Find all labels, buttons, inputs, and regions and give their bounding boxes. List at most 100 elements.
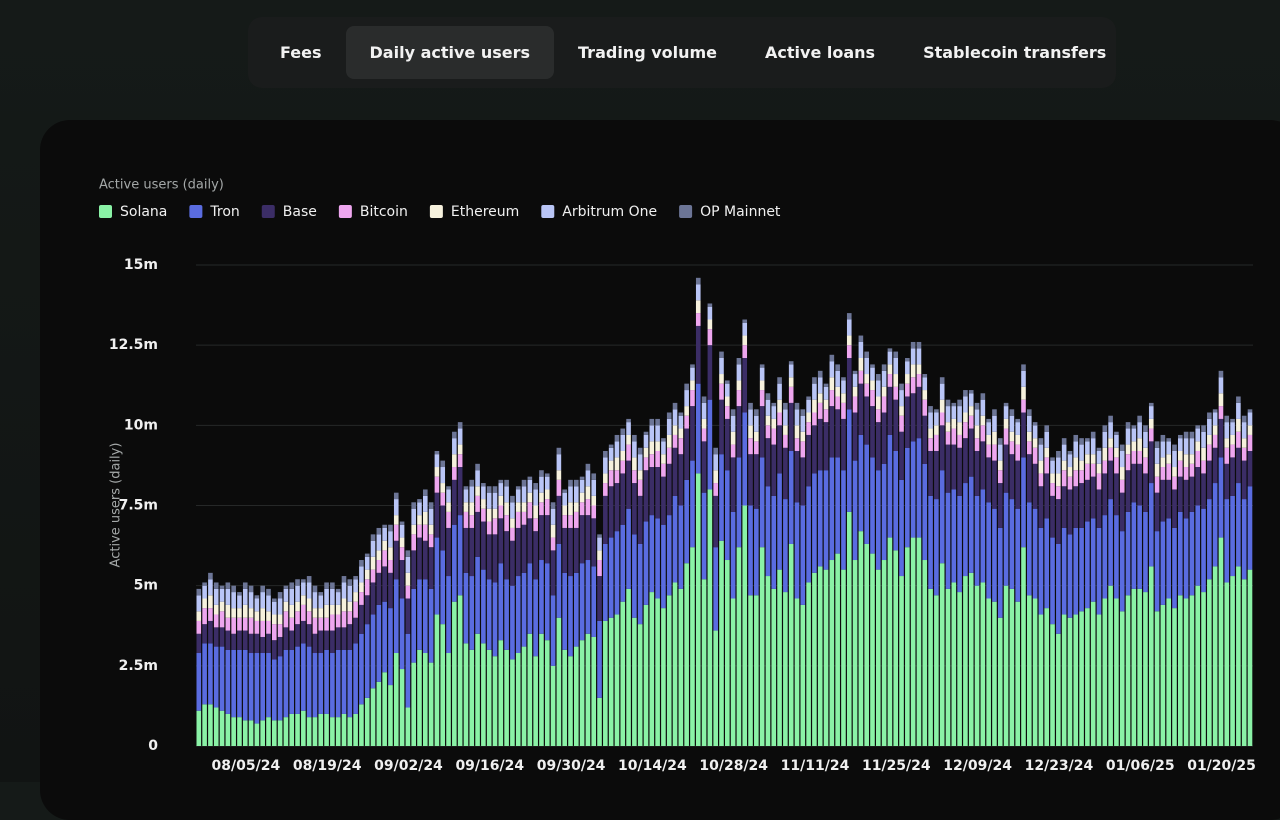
bar-segment [1033,422,1038,425]
bar-segment [1161,441,1166,457]
bar-segment [655,425,660,441]
bar-segment [487,534,492,579]
y-tick-label: 0 [148,738,158,754]
bar-segment [423,653,428,746]
bar-segment [324,631,329,650]
bar-segment [679,438,684,454]
bar-segment [522,480,527,486]
bar-segment [481,522,486,570]
bar-segment [272,615,277,625]
bar-segment [597,550,602,560]
bar-segment [574,647,579,746]
bar-segment [696,278,701,284]
bar-segment [963,422,968,438]
bar-segment [742,345,747,358]
bar-segment [278,720,283,746]
y-tick-label: 2.5m [119,658,158,674]
bar-segment [446,486,451,489]
bar-segment [562,506,567,516]
bar-segment [272,659,277,720]
bar-segment [487,650,492,746]
bar-segment [1044,518,1049,608]
bar-segment [922,374,927,377]
bar-segment [713,448,718,454]
bar-segment [1114,598,1119,746]
bar-segment [400,598,405,669]
bar-segment [830,355,835,361]
bar-segment [742,413,747,506]
bar-segment [1097,473,1102,489]
bar-segment [446,512,451,528]
bar-segment [446,528,451,576]
bar-segment [725,560,730,746]
bar-segment [400,522,405,525]
bar-segment [516,502,521,512]
bar-segment [440,624,445,746]
bar-segment [1039,486,1044,528]
bar-segment [893,400,898,451]
bar-segment [638,624,643,746]
bar-segment [922,390,927,400]
bar-segment [260,637,265,653]
bar-segment [510,518,515,528]
bar-segment [1015,602,1020,746]
bar-segment [1097,489,1102,527]
bar-segment [551,666,556,746]
bar-segment [975,409,980,425]
bar-segment [702,429,707,442]
bar-segment [609,486,614,537]
bar-segment [1201,425,1206,431]
bar-segment [1091,464,1096,477]
bar-segment [400,547,405,560]
bar-segment [411,502,416,508]
bar-segment [284,650,289,717]
bar-segment [1097,615,1102,746]
bar-segment [249,720,254,746]
bar-segment [609,618,614,746]
bar-segment [278,624,283,637]
bar-segment [801,506,806,605]
bar-segment [1143,432,1148,448]
bar-segment [1062,461,1067,471]
bar-segment [952,429,957,445]
bar-segment [278,615,283,625]
bar-segment [632,534,637,617]
bar-segment [661,438,666,441]
bar-segment [1079,445,1084,461]
bar-segment [440,506,445,551]
bar-segment [1062,486,1067,528]
bar-segment [969,390,974,393]
bar-segment [1091,477,1096,519]
bar-segment [1126,470,1131,512]
bar-segment [719,400,724,455]
bar-segment [1137,438,1142,451]
bar-segment [1004,586,1009,746]
bar-segment [917,374,922,387]
bar-segment [609,538,614,618]
bar-segment [330,582,335,588]
bar-segment [1015,509,1020,602]
bar-segment [876,396,881,409]
bar-segment [1236,566,1241,746]
bar-segment [475,470,480,486]
bar-segment [260,621,265,637]
bar-segment [789,364,794,377]
bar-segment [864,544,869,746]
bar-segment [1114,448,1119,458]
bar-segment [1091,432,1096,438]
bar-segment [545,473,550,476]
bar-segment [231,608,236,618]
bar-segment [835,396,840,409]
bar-segment [928,496,933,589]
bar-segment [289,589,294,605]
bar-segment [284,611,289,627]
bar-segment [568,576,573,656]
bar-segment [1044,473,1049,518]
bar-segment [620,461,625,474]
bar-segment [1161,457,1166,467]
bar-segment [713,454,718,470]
bar-segment [1166,518,1171,598]
bar-segment [1219,457,1224,537]
bar-segment [853,371,858,374]
bar-segment [841,393,846,403]
